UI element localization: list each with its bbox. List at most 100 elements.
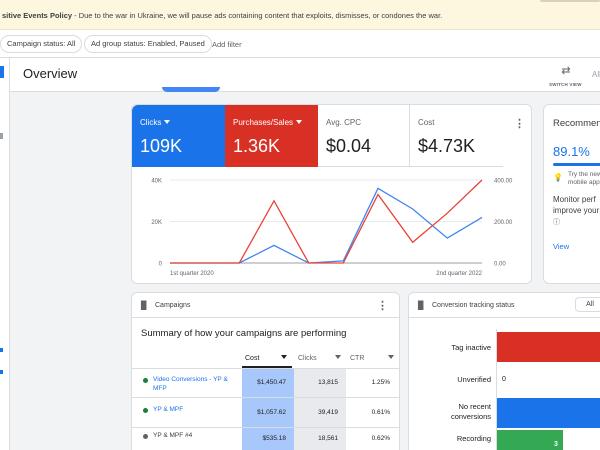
switch-view-icon[interactable]: ⇄ [561,65,571,77]
campaigns-title: Campaigns [155,302,191,309]
axis-line [496,329,497,450]
divider [132,368,399,369]
metric-label: Clicks [140,118,171,127]
y-left-axis: 40K 20K 0 [151,179,162,268]
metric-label: Purchases/Sales [233,118,303,127]
series-line [170,179,483,264]
metric-label: Avg. CPC [326,118,361,127]
series-line [170,187,483,264]
cell-ctr: 0.62% [371,435,390,442]
recommendation-text: Monitor perf improve your go ⓘ [553,195,600,226]
banner-message: - Due to the war in Ukraine, we will pau… [72,11,443,20]
y-right-tick-label: 400.00 [494,179,513,185]
ad-group-status-filter[interactable]: Ad group status: Enabled, Paused [84,35,212,53]
metric-tile-cost[interactable]: Cost $4.73K [410,105,503,167]
y-right-tick-label: 0.00 [494,262,506,268]
sort-icon[interactable] [388,355,395,359]
filter-bar: Campaign status: All Ad group status: En… [0,30,600,58]
metric-tile-purchases[interactable]: Purchases/Sales 1.36K [225,105,318,167]
x-tick-label: 2nd quarter 2022 [436,271,482,277]
bar-chart-icon: ▉ [418,301,425,310]
conversion-filter-dropdown[interactable]: All [575,297,600,312]
active-sort-underline [242,366,292,368]
conversion-title: Conversion tracking status [432,302,515,309]
lightbulb-icon: 💡 [553,173,563,182]
conversion-bar-recording[interactable] [497,430,563,450]
policy-banner: sitive Events Policy - Due to the war in… [0,0,600,30]
conversion-value-recording: 3 [554,441,558,448]
conversion-label-unverified: Unverified [457,375,491,384]
cell-ctr: 1.25% [371,379,390,386]
conversion-value-unverified: 0 [502,376,506,383]
campaign-status-filter[interactable]: Campaign status: All [0,35,83,53]
chart-series [170,179,483,264]
switch-view-button[interactable]: SWITCH VIEW [549,82,582,87]
campaigns-summary: Summary of how your campaigns are perfor… [141,328,347,339]
conversion-bar-no-recent[interactable] [497,398,600,428]
sort-icon[interactable] [281,355,288,359]
campaigns-card: ▉ Campaigns ⋮ Summary of how your campai… [131,292,400,450]
new-campaign-button[interactable] [162,87,220,92]
cell-clicks: 13,815 [318,379,338,386]
cell-cost: $535.18 [262,435,287,442]
dropdown-icon[interactable] [164,120,171,124]
cell-clicks: 39,419 [318,409,338,416]
chart-grid [170,179,482,264]
optimization-score: 89.1% [553,144,590,159]
more-options-icon[interactable]: ⋮ [514,118,525,130]
all-label[interactable]: All [592,70,600,79]
campaign-name-link[interactable]: YP & MPF #4 [153,432,193,439]
divider [132,317,399,318]
metric-value: $4.73K [418,136,476,156]
dropdown-icon[interactable] [296,120,303,124]
banner-text: sitive Events Policy - Due to the war in… [2,11,442,20]
status-dot [143,378,148,383]
y-right-axis: 400.00 200.00 0.00 [494,179,513,268]
sort-icon[interactable] [334,355,341,359]
metric-value: 109K [140,136,183,156]
rail-icon[interactable] [0,133,3,139]
col-header-cost[interactable]: Cost [245,355,288,362]
page-title: Overview [23,66,78,81]
col-header-clicks[interactable]: Clicks [298,355,341,362]
y-left-tick-label: 20K [151,220,162,226]
cell-ctr: 0.61% [371,409,390,416]
help-icon[interactable]: ⓘ [553,219,560,226]
cell-cost: $1,057.62 [257,409,286,416]
x-tick-label: 1st quarter 2020 [170,271,214,277]
row-divider [132,427,399,428]
campaign-name-link[interactable]: YP & MPF [153,406,184,413]
more-options-icon[interactable]: ⋮ [377,300,388,312]
recommendations-card: Recommen 89.1% 💡 Try the new mobile app … [543,104,600,284]
metric-tile-clicks[interactable]: Clicks 109K [132,105,225,167]
add-filter-button[interactable]: Add filter [212,40,242,49]
conversion-label-no-recent: No recent conversions [450,402,491,421]
cell-cost: $1,450.47 [257,379,286,386]
page-header: Overview ⇄ SWITCH VIEW All [10,58,600,92]
col-header-ctr[interactable]: CTR [350,355,395,362]
optimization-score-bar [553,163,600,166]
status-dot [143,408,148,413]
campaign-name-link[interactable]: Video Conversions - YP & MFP [153,376,228,392]
cell-clicks: 18,561 [318,435,338,442]
rail-icon[interactable] [0,370,3,374]
rail-icon[interactable] [0,348,3,352]
y-left-tick-label: 0 [159,262,163,268]
conversion-bar-tag-inactive[interactable] [497,332,600,362]
metric-tile-avg-cpc[interactable]: Avg. CPC $0.04 [318,105,410,167]
banner-bold: sitive Events Policy [2,11,73,20]
performance-chart: 40K 20K 0 400.00 200.00 0.00 1st quarter 202… [151,179,513,278]
bar-chart-icon: ▉ [141,301,148,310]
status-dot [143,434,148,439]
clicks-column-highlight [294,369,346,450]
banner-dismiss-button[interactable] [540,0,600,2]
x-axis: 1st quarter 2020 2nd quarter 2022 [170,271,483,277]
conversion-label-tag-inactive: Tag inactive [451,343,491,352]
recommendation-tip: Try the new mobile app [568,171,600,186]
y-right-tick-label: 200.00 [494,220,513,226]
conversion-tracking-card: ▉ Conversion tracking status All Tag ina… [408,292,600,450]
row-divider [132,397,399,398]
performance-card: Clicks 109K Purchases/Sales 1.36K Avg. C… [131,104,532,284]
view-recommendations-link[interactable]: View [553,242,570,251]
rail-active-indicator [0,66,4,78]
